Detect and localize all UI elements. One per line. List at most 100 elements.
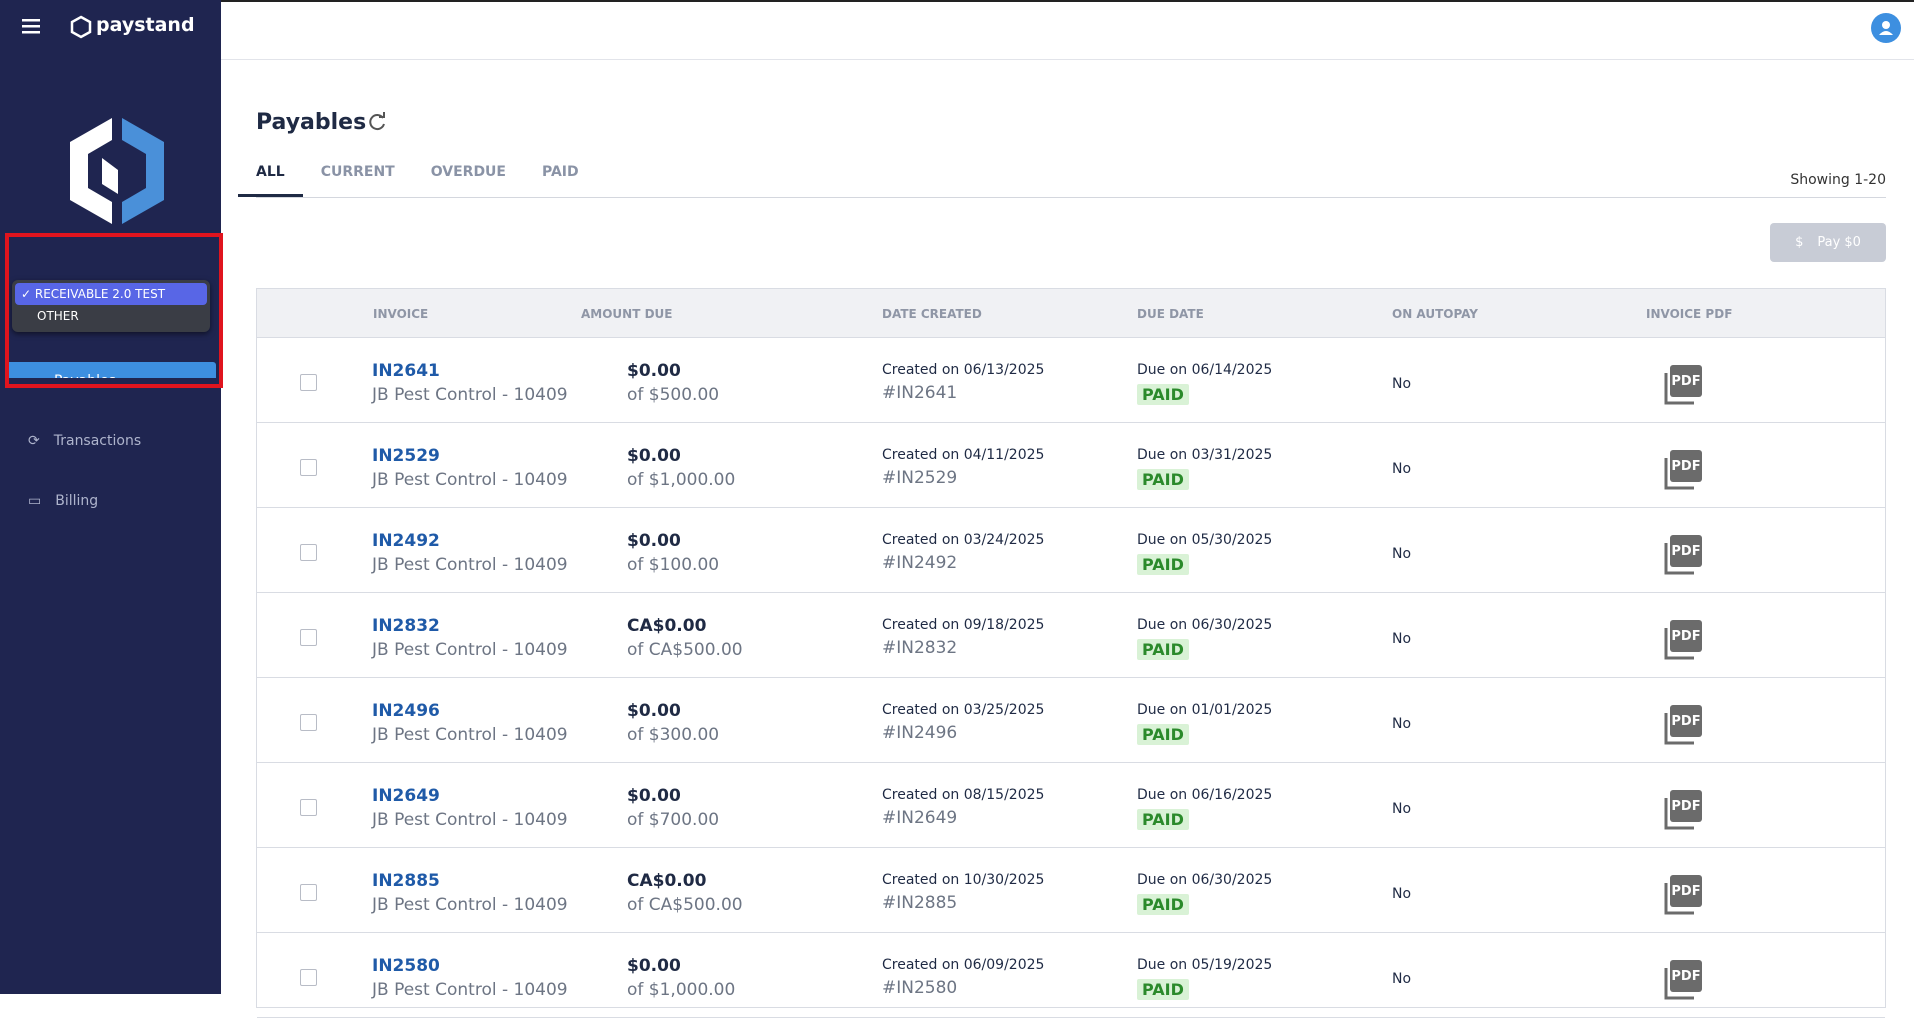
tab[interactable]: CURRENT bbox=[320, 164, 395, 180]
due-date: Due on 03/31/2025 bbox=[1137, 447, 1273, 463]
sidebar: paystand Payables ✓ RECEIVABLE 2.0 TEST … bbox=[0, 0, 223, 994]
pdf-icon[interactable]: PDF bbox=[1662, 703, 1704, 745]
logo bbox=[70, 118, 164, 224]
invoice-link[interactable]: IN2649 bbox=[372, 786, 440, 806]
amount-total: of $500.00 bbox=[627, 385, 720, 405]
amount-total: of $700.00 bbox=[627, 810, 720, 830]
amount-due: $0.00 bbox=[627, 956, 681, 976]
invoice-ref: #IN2649 bbox=[882, 808, 958, 828]
menu-icon[interactable] bbox=[22, 18, 42, 34]
nav-billing[interactable]: ▭ Billing bbox=[28, 493, 98, 509]
amount-due: $0.00 bbox=[627, 786, 681, 806]
pdf-graphic: PDF bbox=[1664, 705, 1702, 745]
refresh-icon[interactable] bbox=[366, 111, 388, 133]
column-header: AMOUNT DUE bbox=[581, 307, 673, 321]
autopay: No bbox=[1392, 971, 1412, 987]
page-title: Payables bbox=[256, 110, 367, 135]
nav-label: Transactions bbox=[53, 433, 142, 449]
icon: $ bbox=[1795, 235, 1804, 250]
table-row[interactable]: IN2492 JB Pest Control - 10409 $0.00 of $10… bbox=[257, 508, 1885, 593]
invoice-link[interactable]: IN2492 bbox=[372, 531, 440, 551]
autopay: No bbox=[1392, 376, 1412, 392]
checkbox[interactable] bbox=[300, 629, 317, 646]
checkbox[interactable] bbox=[300, 374, 317, 391]
tab[interactable]: PAID bbox=[542, 164, 579, 180]
column-header: ON AUTOPAY bbox=[1392, 307, 1478, 321]
invoice-link[interactable]: IN2641 bbox=[372, 361, 440, 381]
checkbox[interactable] bbox=[300, 969, 317, 986]
invoice-ref: #IN2496 bbox=[882, 723, 958, 743]
invoice-table: INVOICE AMOUNT DUE DATE CREATED DUE DATE ON … bbox=[256, 288, 1886, 1018]
column-header: DUE DATE bbox=[1137, 307, 1204, 321]
user-avatar[interactable] bbox=[1870, 12, 1902, 44]
customer: JB Pest Control - 10409 bbox=[372, 725, 568, 745]
due-date: Due on 06/30/2025 bbox=[1137, 617, 1273, 633]
dropdown-option[interactable]: ✓ RECEIVABLE 2.0 TEST bbox=[15, 283, 207, 305]
column-header: INVOICE PDF bbox=[1646, 307, 1733, 321]
amount-due: $0.00 bbox=[627, 446, 681, 466]
customer: JB Pest Control - 10409 bbox=[372, 895, 568, 915]
tab[interactable]: ALL bbox=[238, 164, 303, 197]
pdf-text: PDF bbox=[1671, 544, 1700, 559]
pdf-graphic: PDF bbox=[1664, 450, 1702, 490]
invoice-link[interactable]: IN2529 bbox=[372, 446, 440, 466]
column-header: DATE CREATED bbox=[882, 307, 982, 321]
top-bar bbox=[221, 0, 1914, 60]
status-badge: PAID bbox=[1137, 724, 1189, 745]
date-created: Created on 09/18/2025 bbox=[882, 617, 1045, 633]
tabs: ALL CURRENT OVERDUE PAID bbox=[238, 164, 597, 197]
invoice-link[interactable]: IN2496 bbox=[372, 701, 440, 721]
table-row[interactable]: IN2496 JB Pest Control - 10409 $0.00 of $30… bbox=[257, 678, 1885, 763]
pdf-icon[interactable]: PDF bbox=[1662, 533, 1704, 575]
nav-payables[interactable]: Payables bbox=[6, 362, 216, 378]
invoice-link[interactable]: IN2885 bbox=[372, 871, 440, 891]
pdf-text: PDF bbox=[1671, 629, 1700, 644]
table-row[interactable]: IN2580 JB Pest Control - 10409 $0.00 of $1,… bbox=[257, 933, 1885, 1018]
amount-total: of $1,000.00 bbox=[627, 980, 736, 1000]
table-row[interactable]: IN2649 JB Pest Control - 10409 $0.00 of $70… bbox=[257, 763, 1885, 848]
invoice-ref: #IN2641 bbox=[882, 383, 958, 403]
pdf-graphic: PDF bbox=[1664, 365, 1702, 405]
status-badge: PAID bbox=[1137, 554, 1189, 575]
brand-icon bbox=[70, 15, 92, 39]
date-created: Created on 08/15/2025 bbox=[882, 787, 1045, 803]
pdf-icon[interactable]: PDF bbox=[1662, 363, 1704, 405]
invoice-link[interactable]: IN2832 bbox=[372, 616, 440, 636]
autopay: No bbox=[1392, 716, 1412, 732]
autopay: No bbox=[1392, 546, 1412, 562]
icon: ▭ bbox=[28, 493, 42, 509]
pdf-icon[interactable]: PDF bbox=[1662, 873, 1704, 915]
tab[interactable]: OVERDUE bbox=[430, 164, 506, 180]
pay-button[interactable]: $ Pay $0 bbox=[1770, 223, 1886, 262]
table-row[interactable]: IN2641 JB Pest Control - 10409 $0.00 of $50… bbox=[257, 338, 1885, 423]
table-row[interactable]: IN2529 JB Pest Control - 10409 $0.00 of $1,… bbox=[257, 423, 1885, 508]
pdf-icon[interactable]: PDF bbox=[1662, 448, 1704, 490]
customer: JB Pest Control - 10409 bbox=[372, 640, 568, 660]
due-date: Due on 06/30/2025 bbox=[1137, 872, 1273, 888]
invoice-link[interactable]: IN2580 bbox=[372, 956, 440, 976]
status-badge: PAID bbox=[1137, 469, 1189, 490]
table-row[interactable]: IN2885 JB Pest Control - 10409 CA$0.00 of C… bbox=[257, 848, 1885, 933]
checkbox[interactable] bbox=[300, 714, 317, 731]
option-label: RECEIVABLE 2.0 TEST bbox=[34, 287, 166, 301]
checkbox[interactable] bbox=[300, 544, 317, 561]
checkbox[interactable] bbox=[300, 799, 317, 816]
pdf-icon[interactable]: PDF bbox=[1662, 788, 1704, 830]
status-badge: PAID bbox=[1137, 639, 1189, 660]
date-created: Created on 06/09/2025 bbox=[882, 957, 1045, 973]
dropdown[interactable]: ✓ RECEIVABLE 2.0 TEST OTHER bbox=[12, 280, 210, 332]
amount-due: $0.00 bbox=[627, 701, 681, 721]
due-date: Due on 06/14/2025 bbox=[1137, 362, 1273, 378]
column-header: INVOICE bbox=[373, 307, 429, 321]
dropdown-option[interactable]: OTHER bbox=[15, 305, 207, 327]
pdf-icon[interactable]: PDF bbox=[1662, 618, 1704, 660]
invoice-ref: #IN2580 bbox=[882, 978, 958, 998]
nav-transactions[interactable]: ⟳ Transactions bbox=[28, 433, 141, 449]
pdf-text: PDF bbox=[1671, 459, 1700, 474]
table-row[interactable]: IN2832 JB Pest Control - 10409 CA$0.00 of C… bbox=[257, 593, 1885, 678]
date-created: Created on 03/25/2025 bbox=[882, 702, 1045, 718]
checkbox[interactable] bbox=[300, 884, 317, 901]
checkbox[interactable] bbox=[300, 459, 317, 476]
invoice-ref: #IN2832 bbox=[882, 638, 958, 658]
